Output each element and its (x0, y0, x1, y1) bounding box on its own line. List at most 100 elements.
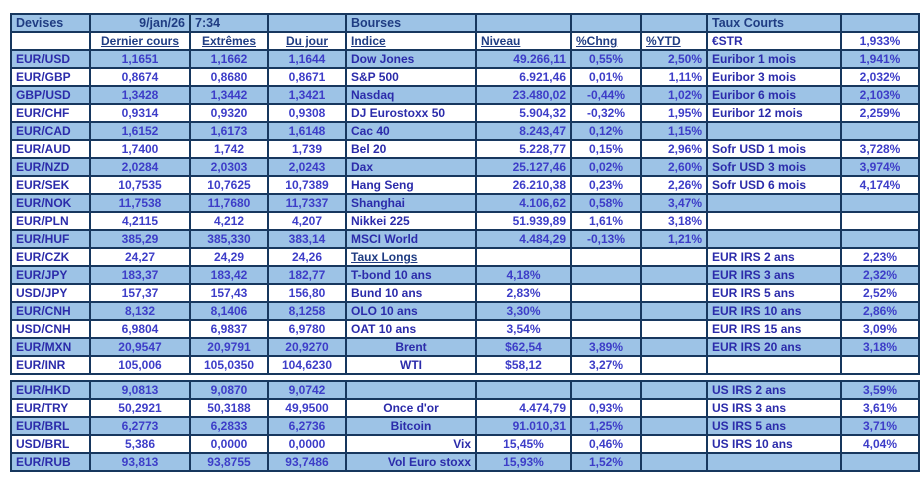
cell-J23[interactable]: 3,61% (840, 398, 920, 418)
cell-B18[interactable]: 6,9804 (89, 319, 191, 339)
cell-A6[interactable]: EUR/CHF (10, 103, 91, 123)
cell-H10[interactable]: 2,26% (640, 175, 708, 195)
cell-H19[interactable] (640, 337, 708, 357)
cell-A18[interactable]: USD/CNH (10, 319, 91, 339)
cell-G2[interactable]: %Chng (570, 31, 642, 51)
cell-I1[interactable]: Taux Courts (706, 13, 842, 33)
cell-J18[interactable]: 3,09% (840, 319, 920, 339)
cell-A13[interactable]: EUR/HUF (10, 229, 91, 249)
cell-J1[interactable] (840, 13, 920, 33)
cell-B14[interactable]: 24,27 (89, 247, 191, 267)
cell-A14[interactable]: EUR/CZK (10, 247, 91, 267)
cell-J7[interactable] (840, 121, 920, 141)
cell-C14[interactable]: 24,29 (189, 247, 269, 267)
cell-E18[interactable]: OAT 10 ans (345, 319, 477, 339)
cell-B3[interactable]: 1,1651 (89, 49, 191, 69)
cell-B25[interactable]: 5,386 (89, 434, 191, 454)
cell-I17[interactable]: EUR IRS 10 ans (706, 301, 842, 321)
cell-J24[interactable]: 3,71% (840, 416, 920, 436)
cell-H1[interactable] (640, 13, 708, 33)
cell-H6[interactable]: 1,95% (640, 103, 708, 123)
cell-B19[interactable]: 20,9547 (89, 337, 191, 357)
cell-H20[interactable] (640, 355, 708, 375)
cell-J15[interactable]: 2,32% (840, 265, 920, 285)
cell-A10[interactable]: EUR/SEK (10, 175, 91, 195)
cell-F7[interactable]: 8.243,47 (475, 121, 572, 141)
cell-D9[interactable]: 2,0243 (267, 157, 347, 177)
cell-H17[interactable] (640, 301, 708, 321)
cell-A7[interactable]: EUR/CAD (10, 121, 91, 141)
cell-A16[interactable]: USD/JPY (10, 283, 91, 303)
cell-E1[interactable]: Bourses (345, 13, 477, 33)
cell-J16[interactable]: 2,52% (840, 283, 920, 303)
cell-C6[interactable]: 0,9320 (189, 103, 269, 123)
cell-I9[interactable]: Sofr USD 3 mois (706, 157, 842, 177)
cell-C7[interactable]: 1,6173 (189, 121, 269, 141)
cell-E10[interactable]: Hang Seng (345, 175, 477, 195)
cell-J11[interactable] (840, 193, 920, 213)
cell-J14[interactable]: 2,23% (840, 247, 920, 267)
cell-H14[interactable] (640, 247, 708, 267)
cell-D17[interactable]: 8,1258 (267, 301, 347, 321)
cell-B16[interactable]: 157,37 (89, 283, 191, 303)
cell-J8[interactable]: 3,728% (840, 139, 920, 159)
cell-H12[interactable]: 3,18% (640, 211, 708, 231)
cell-D23[interactable]: 49,9500 (267, 398, 347, 418)
cell-F20[interactable]: $58,12 (475, 355, 572, 375)
cell-F18[interactable]: 3,54% (475, 319, 572, 339)
cell-G12[interactable]: 1,61% (570, 211, 642, 231)
cell-C10[interactable]: 10,7625 (189, 175, 269, 195)
cell-F23[interactable]: 4.474,79 (475, 398, 572, 418)
cell-H16[interactable] (640, 283, 708, 303)
cell-D18[interactable]: 6,9780 (267, 319, 347, 339)
cell-J5[interactable]: 2,103% (840, 85, 920, 105)
cell-B15[interactable]: 183,37 (89, 265, 191, 285)
cell-F4[interactable]: 6.921,46 (475, 67, 572, 87)
cell-I3[interactable]: Euribor 1 mois (706, 49, 842, 69)
cell-I25[interactable]: US IRS 10 ans (706, 434, 842, 454)
cell-D14[interactable]: 24,26 (267, 247, 347, 267)
cell-E23[interactable]: Once d'or (345, 398, 477, 418)
cell-E2[interactable]: Indice (345, 31, 477, 51)
cell-I23[interactable]: US IRS 3 ans (706, 398, 842, 418)
cell-E4[interactable]: S&P 500 (345, 67, 477, 87)
cell-E26[interactable]: Vol Euro stoxx (345, 452, 477, 472)
cell-B20[interactable]: 105,006 (89, 355, 191, 375)
cell-D7[interactable]: 1,6148 (267, 121, 347, 141)
cell-E13[interactable]: MSCI World (345, 229, 477, 249)
cell-G14[interactable] (570, 247, 642, 267)
cell-D12[interactable]: 4,207 (267, 211, 347, 231)
cell-A12[interactable]: EUR/PLN (10, 211, 91, 231)
cell-E16[interactable]: Bund 10 ans (345, 283, 477, 303)
cell-B22[interactable]: 9,0813 (89, 380, 191, 400)
cell-B6[interactable]: 0,9314 (89, 103, 191, 123)
cell-G19[interactable]: 3,89% (570, 337, 642, 357)
cell-J12[interactable] (840, 211, 920, 231)
cell-G24[interactable]: 1,25% (570, 416, 642, 436)
cell-G23[interactable]: 0,93% (570, 398, 642, 418)
cell-I16[interactable]: EUR IRS 5 ans (706, 283, 842, 303)
cell-B23[interactable]: 50,2921 (89, 398, 191, 418)
cell-F24[interactable]: 91.010,31 (475, 416, 572, 436)
cell-B4[interactable]: 0,8674 (89, 67, 191, 87)
cell-A11[interactable]: EUR/NOK (10, 193, 91, 213)
cell-H18[interactable] (640, 319, 708, 339)
cell-E11[interactable]: Shanghai (345, 193, 477, 213)
cell-F11[interactable]: 4.106,62 (475, 193, 572, 213)
cell-D13[interactable]: 383,14 (267, 229, 347, 249)
cell-C24[interactable]: 6,2833 (189, 416, 269, 436)
cell-J25[interactable]: 4,04% (840, 434, 920, 454)
cell-J22[interactable]: 3,59% (840, 380, 920, 400)
cell-C18[interactable]: 6,9837 (189, 319, 269, 339)
cell-D15[interactable]: 182,77 (267, 265, 347, 285)
cell-C4[interactable]: 0,8680 (189, 67, 269, 87)
cell-H7[interactable]: 1,15% (640, 121, 708, 141)
cell-B24[interactable]: 6,2773 (89, 416, 191, 436)
cell-C8[interactable]: 1,742 (189, 139, 269, 159)
cell-G26[interactable]: 1,52% (570, 452, 642, 472)
cell-J4[interactable]: 2,032% (840, 67, 920, 87)
cell-C15[interactable]: 183,42 (189, 265, 269, 285)
cell-H9[interactable]: 2,60% (640, 157, 708, 177)
cell-C13[interactable]: 385,330 (189, 229, 269, 249)
cell-H22[interactable] (640, 380, 708, 400)
